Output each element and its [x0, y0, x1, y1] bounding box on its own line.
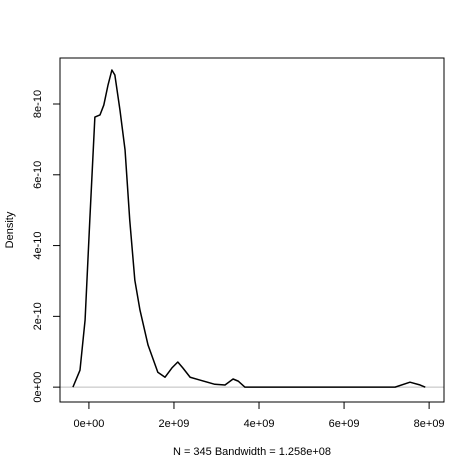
- y-tick-label: 2e-10: [32, 302, 44, 330]
- y-tick-label: 4e-10: [32, 232, 44, 260]
- x-tick-label: 2e+09: [159, 418, 190, 430]
- y-axis-label: Density: [4, 211, 16, 248]
- x-tick-label: 0e+00: [73, 418, 104, 430]
- density-line: [72, 69, 426, 388]
- plot-frame: [59, 57, 445, 403]
- y-tick-label: 0e+00: [32, 372, 44, 403]
- y-tick-label: 6e-10: [32, 161, 44, 189]
- x-tick-label: 8e+09: [414, 418, 445, 430]
- x-tick-label: 4e+09: [244, 418, 275, 430]
- x-axis-label: N = 345 Bandwidth = 1.258e+08: [173, 446, 331, 458]
- y-tick-label: 8e-10: [32, 90, 44, 118]
- x-tick-label: 6e+09: [329, 418, 360, 430]
